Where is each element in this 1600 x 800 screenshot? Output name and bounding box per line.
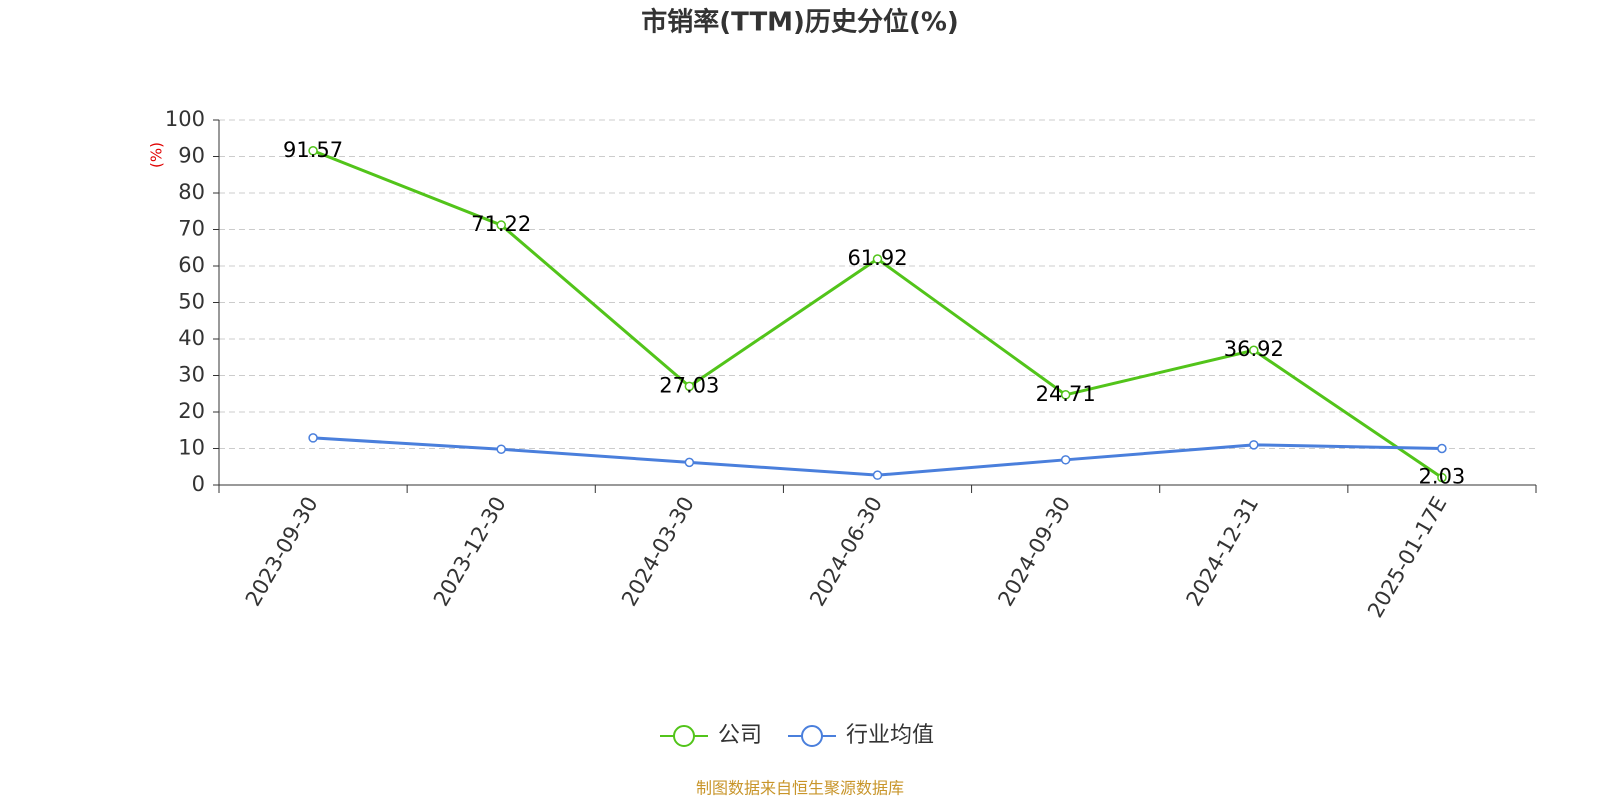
legend-marker: [801, 725, 823, 747]
x-tick-label: 2024-09-30: [993, 493, 1075, 611]
data-point: [1437, 443, 1447, 454]
data-point: [872, 470, 883, 480]
y-tick-label: 70: [178, 217, 205, 241]
data-label: 27.03: [659, 373, 719, 397]
data-label: 71.22: [471, 212, 531, 236]
data-point: [1437, 472, 1447, 483]
x-tick-label: 2023-12-30: [429, 493, 511, 611]
data-label: 24.71: [1036, 382, 1096, 406]
x-tick-label: 2024-06-30: [805, 493, 887, 611]
y-tick-label: 60: [178, 253, 205, 277]
data-point: [684, 457, 695, 468]
series-line: [312, 436, 1442, 477]
data-point: [1249, 440, 1259, 450]
data-point: [684, 381, 695, 392]
data-point: [496, 444, 506, 454]
y-tick-label: 10: [178, 436, 205, 460]
y-tick-label: 90: [178, 144, 205, 168]
y-tick-label: 0: [192, 472, 205, 496]
data-point: [872, 254, 883, 264]
data-point: [308, 146, 318, 156]
x-tick-label: 2025-01-17E: [1363, 493, 1451, 622]
data-point: [1249, 345, 1259, 355]
x-tick-label: 2024-03-30: [617, 493, 699, 611]
y-tick-label: 30: [178, 363, 205, 387]
data-label: 61.92: [847, 246, 907, 270]
legend-label: 行业均值: [846, 723, 934, 748]
source-note: 制图数据来自恒生聚源数据库: [696, 779, 904, 798]
y-tick-label: 40: [178, 326, 205, 350]
x-tick-label: 2023-09-30: [241, 493, 323, 611]
y-axis-label: (%): [148, 142, 166, 168]
y-tick-label: 50: [178, 290, 205, 314]
legend-marker: [673, 725, 695, 747]
legend-label: 公司: [718, 723, 762, 748]
data-label: 91.57: [283, 138, 343, 162]
data-label: 36.92: [1224, 337, 1284, 361]
x-tick-label: 2024-12-31: [1182, 493, 1264, 611]
y-tick-label: 80: [178, 180, 205, 204]
data-label: 2.03: [1419, 465, 1466, 489]
data-point: [496, 220, 506, 230]
series-line: [312, 149, 1443, 479]
y-tick-label: 20: [178, 399, 205, 423]
y-tick-label: 100: [165, 107, 205, 131]
data-point: [1060, 455, 1071, 465]
data-point: [1060, 390, 1071, 400]
chart-title: 市销率(TTM)历史分位(%): [641, 7, 959, 38]
data-point: [308, 433, 318, 443]
